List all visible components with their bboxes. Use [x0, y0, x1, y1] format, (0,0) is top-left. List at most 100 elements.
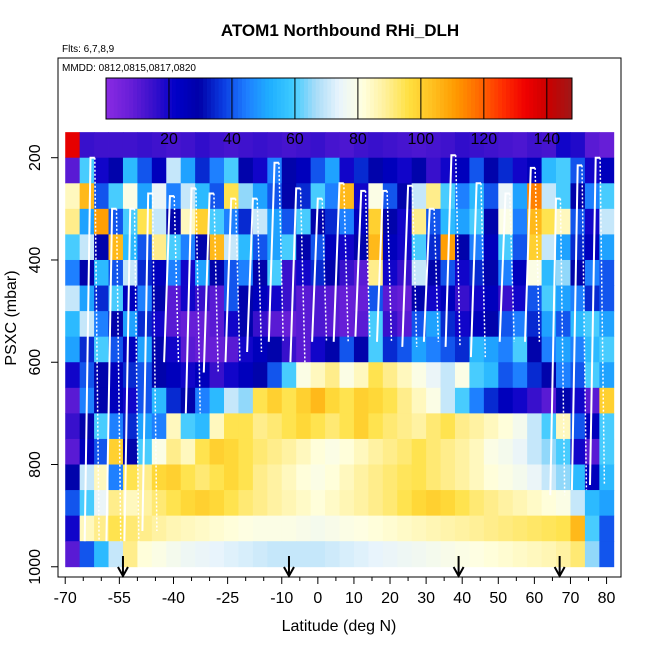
- colorbar-swatch: [490, 78, 495, 119]
- heatmap-cell: [166, 490, 182, 517]
- profile-trace-solid: [83, 156, 95, 542]
- heatmap-cell: [469, 208, 485, 235]
- heatmap-cell: [195, 464, 210, 491]
- x-tick-label: 20: [381, 590, 399, 607]
- heatmap-cell: [281, 285, 297, 312]
- colorbar-swatch: [451, 78, 456, 119]
- heatmap-cell: [339, 387, 355, 414]
- heatmap-cell: [224, 464, 239, 491]
- heatmap-cell: [570, 311, 586, 338]
- heatmap-cell: [166, 157, 182, 184]
- colorbar-swatch: [109, 78, 115, 119]
- heatmap-cell: [122, 259, 138, 286]
- heatmap-cell: [267, 438, 283, 465]
- colorbar-swatch: [354, 78, 359, 119]
- heatmap-cell: [310, 464, 326, 491]
- colorbar-swatch: [296, 78, 301, 119]
- profile-trace-solid: [401, 184, 413, 347]
- colorbar-swatch: [214, 78, 220, 119]
- heatmap-cell: [224, 208, 239, 235]
- heatmap-cell: [108, 183, 124, 210]
- heatmap-cell: [368, 515, 384, 542]
- heatmap-cell: [426, 387, 441, 414]
- heatmap-cell: [122, 387, 138, 414]
- profile-trace-solid: [444, 154, 456, 347]
- heatmap-cell: [397, 234, 413, 261]
- heatmap-cell: [108, 362, 124, 389]
- heatmap-cell: [368, 285, 384, 312]
- heatmap-cell: [238, 387, 254, 414]
- colorbar-swatch: [564, 78, 569, 119]
- colorbar-swatch: [175, 78, 181, 119]
- heatmap-cell: [151, 515, 167, 542]
- profile-trace-solid: [311, 197, 323, 342]
- heatmap-cell: [224, 234, 239, 261]
- heatmap-cell: [267, 259, 283, 286]
- colorbar-swatch: [342, 78, 348, 119]
- heatmap-cell: [281, 541, 297, 568]
- heatmap-cell: [267, 208, 283, 235]
- heatmap-cell: [224, 362, 239, 389]
- heatmap-cell: [368, 208, 384, 235]
- heatmap-cell: [426, 183, 441, 210]
- heatmap-cell: [325, 438, 340, 465]
- heatmap-cell: [584, 132, 600, 159]
- heatmap-cell: [94, 311, 109, 338]
- heatmap-cell: [599, 490, 615, 517]
- heatmap-cell: [79, 259, 95, 286]
- colorbar-swatch: [439, 78, 445, 119]
- colorbar-swatch: [210, 78, 216, 119]
- colorbar-swatch: [148, 78, 154, 119]
- heatmap-cell: [541, 157, 557, 184]
- heatmap-cell: [238, 362, 254, 389]
- colorbar-swatch: [548, 78, 554, 119]
- heatmap-cell: [353, 311, 369, 338]
- colorbar-swatch: [412, 78, 418, 119]
- heatmap-cell: [122, 183, 138, 210]
- heatmap-cell: [65, 183, 81, 210]
- heatmap-cell: [353, 490, 369, 517]
- heatmap-cell: [325, 285, 340, 312]
- heatmap-cell: [180, 515, 196, 542]
- colorbar-swatch: [230, 78, 235, 119]
- heatmap-cell: [310, 311, 326, 338]
- heatmap-cell: [325, 208, 340, 235]
- colorbar-swatch: [408, 78, 414, 119]
- heatmap-cell: [599, 259, 615, 286]
- heatmap-cell: [238, 208, 254, 235]
- heatmap-cell: [252, 362, 268, 389]
- heatmap-cell: [397, 183, 413, 210]
- heatmap-cell: [195, 413, 210, 440]
- colorbar-swatch: [552, 78, 557, 119]
- heatmap-cell: [483, 464, 499, 491]
- heatmap-cell: [397, 515, 413, 542]
- heatmap-cell: [339, 183, 355, 210]
- heatmap-cell: [570, 541, 586, 568]
- heatmap-cell: [108, 464, 124, 491]
- colorbar-swatch: [276, 78, 282, 119]
- heatmap-cell: [382, 208, 398, 235]
- heatmap-cell: [238, 490, 254, 517]
- profile-trace-dotted: [234, 198, 241, 363]
- heatmap-cell: [541, 362, 557, 389]
- colorbar-swatch: [350, 78, 356, 119]
- heatmap-cell: [151, 157, 167, 184]
- colorbar-swatch: [509, 78, 515, 119]
- colorbar-swatch: [358, 78, 363, 119]
- x-axis-label: Latitude (deg N): [282, 618, 397, 635]
- heatmap-cell: [296, 285, 312, 312]
- heatmap-cell: [108, 285, 124, 312]
- x-tick-label: 60: [525, 590, 543, 607]
- x-tick-label: 40: [453, 590, 471, 607]
- heatmap-cell: [556, 490, 571, 517]
- heatmap-cell: [498, 311, 514, 338]
- heatmap-cell: [498, 208, 514, 235]
- heatmap-cell: [599, 464, 615, 491]
- colorbar-swatch: [416, 78, 422, 119]
- colorbar-swatch: [505, 78, 511, 119]
- heatmap-cell: [440, 413, 456, 440]
- colorbar-swatch: [568, 78, 573, 119]
- colorbar-tick-label: 140: [533, 131, 560, 148]
- heatmap-cell: [137, 132, 153, 159]
- heatmap-cell: [238, 438, 254, 465]
